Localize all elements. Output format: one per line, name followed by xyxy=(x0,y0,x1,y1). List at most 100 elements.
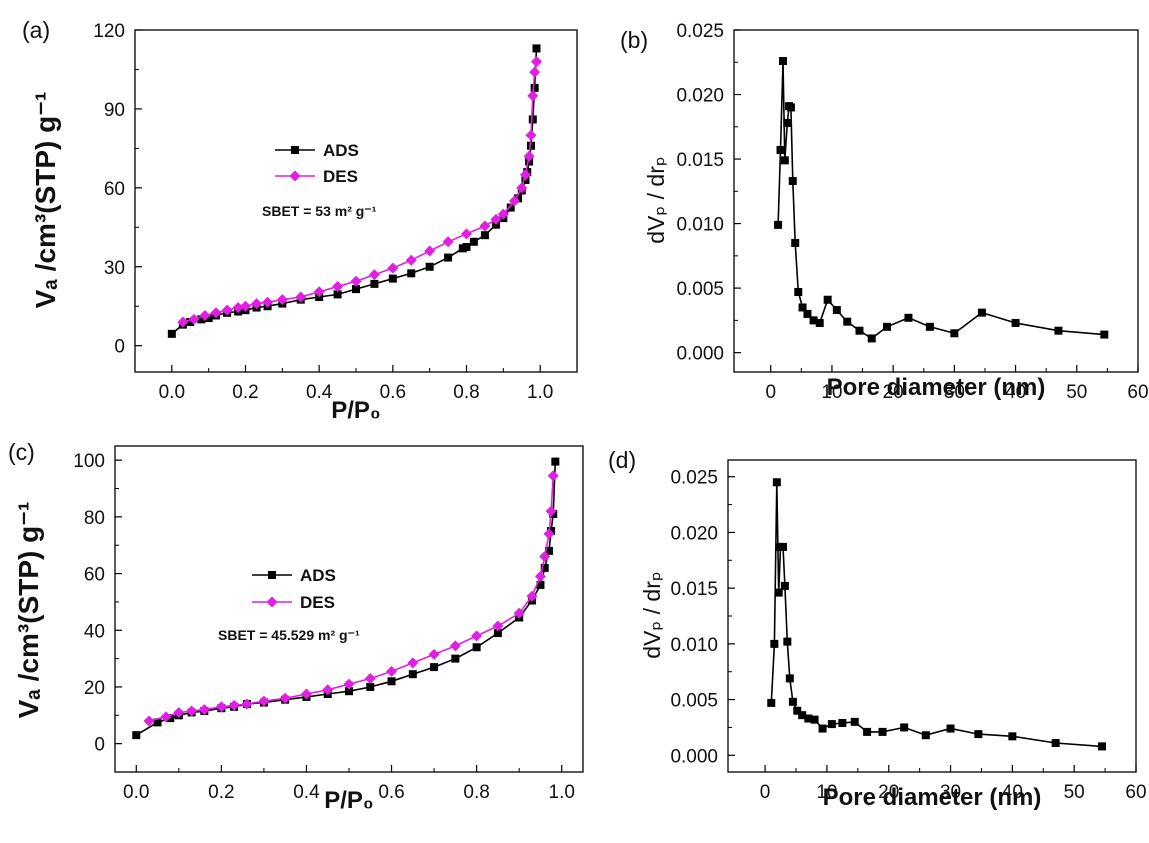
y-tick-label: 80 xyxy=(84,508,105,529)
data-point xyxy=(407,657,419,669)
data-point xyxy=(774,220,783,229)
y-tick-label: 0.005 xyxy=(670,691,718,712)
data-point xyxy=(313,286,325,298)
chart-panel-d: 0 10 20 30 40 50 60 0.000 0.005 0.010 0.015 0.020 0.… xyxy=(608,447,1147,811)
data-point xyxy=(794,287,803,296)
data-point xyxy=(508,195,520,207)
data-point xyxy=(823,295,832,304)
legend: ADS DES xyxy=(252,566,336,612)
x-axis-label: P/P₀ xyxy=(324,787,374,814)
data-point xyxy=(232,302,244,314)
y-tick-label: 0.000 xyxy=(676,344,724,365)
data-point xyxy=(497,208,509,220)
y-tick-label: 0.025 xyxy=(676,21,724,42)
data-point xyxy=(188,313,200,325)
x-tick-label: 0.2 xyxy=(232,382,258,403)
data-point xyxy=(780,156,789,165)
data-point xyxy=(364,672,376,684)
data-point xyxy=(493,629,502,638)
data-point xyxy=(780,581,789,590)
data-point xyxy=(1011,318,1020,327)
legend-label: ADS xyxy=(323,141,359,160)
x-tick-label: 0.8 xyxy=(453,382,479,403)
x-tick-label: 1.0 xyxy=(549,782,575,803)
x-tick-label: 10 xyxy=(816,782,837,803)
data-point xyxy=(519,169,531,181)
x-tick-label: 20 xyxy=(878,782,899,803)
data-point xyxy=(770,639,779,648)
legend: ADS DES xyxy=(275,141,359,186)
data-point xyxy=(921,731,930,740)
data-point xyxy=(197,315,206,324)
data-point xyxy=(480,231,489,240)
data-point xyxy=(251,298,263,310)
data-point xyxy=(198,704,210,716)
y-tick-label: 0.010 xyxy=(670,635,718,656)
y-tick-label: 0.020 xyxy=(676,86,724,107)
plot-frame xyxy=(727,459,1137,773)
data-point xyxy=(204,314,213,323)
data-point xyxy=(1100,330,1109,339)
data-point xyxy=(322,684,334,696)
series-distribution xyxy=(774,56,1109,343)
plot-frame xyxy=(733,29,1139,373)
data-point xyxy=(786,103,795,112)
data-point xyxy=(451,654,460,663)
chart-panel-c: 0.0 0.2 0.4 0.6 0.8 1.0 0 20 40 60 80 100 P/P₀ Vₐ /cm… xyxy=(8,439,584,814)
y-axis-label: Vₐ /cm³(STP) g⁻¹ xyxy=(13,502,44,719)
data-point xyxy=(843,317,852,326)
data-point xyxy=(405,254,417,266)
data-point xyxy=(785,674,794,683)
series-ads xyxy=(132,457,560,740)
data-point xyxy=(547,470,559,482)
data-point xyxy=(1008,732,1017,741)
data-point xyxy=(904,313,913,322)
data-point xyxy=(132,731,141,740)
data-point xyxy=(167,329,176,338)
data-point xyxy=(544,546,553,555)
x-axis-label: Pore diameter (nm) xyxy=(823,784,1042,811)
data-point xyxy=(778,56,787,65)
y-tick-label: 0.000 xyxy=(670,746,718,767)
data-point xyxy=(523,150,535,162)
data-point xyxy=(767,698,776,707)
data-point xyxy=(352,285,360,294)
data-point xyxy=(228,699,240,711)
data-point xyxy=(472,643,481,652)
data-point xyxy=(279,692,291,704)
data-point xyxy=(946,724,955,733)
sbet-annotation: SBET = 45.529 m² g⁻¹ xyxy=(218,627,360,643)
x-tick-label: 0.4 xyxy=(306,382,333,403)
data-point xyxy=(506,203,515,212)
x-tick-label: 30 xyxy=(940,782,961,803)
x-tick-label: 1.0 xyxy=(527,382,553,403)
data-point xyxy=(160,711,172,723)
data-point xyxy=(241,698,253,710)
series-des xyxy=(143,470,559,727)
y-tick-label: 60 xyxy=(84,565,105,586)
legend-label: DES xyxy=(300,593,335,612)
y-axis-label: Vₐ /cm³(STP) g⁻¹ xyxy=(30,92,61,309)
y-tick-label: 60 xyxy=(104,179,125,200)
y-tick-label: 0.020 xyxy=(670,523,718,544)
panel-label: (c) xyxy=(8,439,35,465)
y-tick-label: 0 xyxy=(114,337,125,358)
data-point xyxy=(343,678,355,690)
data-point xyxy=(791,238,800,247)
data-point xyxy=(528,115,537,124)
data-point xyxy=(925,322,934,331)
data-point xyxy=(490,213,502,225)
data-point xyxy=(526,141,535,150)
data-point xyxy=(430,663,439,672)
y-tick-label: 0.025 xyxy=(670,468,718,489)
data-point xyxy=(368,269,380,281)
panel-label: (d) xyxy=(608,447,636,473)
data-point xyxy=(479,220,491,232)
legend-marker xyxy=(289,170,301,182)
data-point xyxy=(240,300,251,312)
data-point xyxy=(1051,739,1060,748)
y-tick-label: 100 xyxy=(73,451,105,472)
data-point xyxy=(788,176,797,185)
data-point xyxy=(186,318,195,327)
data-point xyxy=(333,290,342,299)
